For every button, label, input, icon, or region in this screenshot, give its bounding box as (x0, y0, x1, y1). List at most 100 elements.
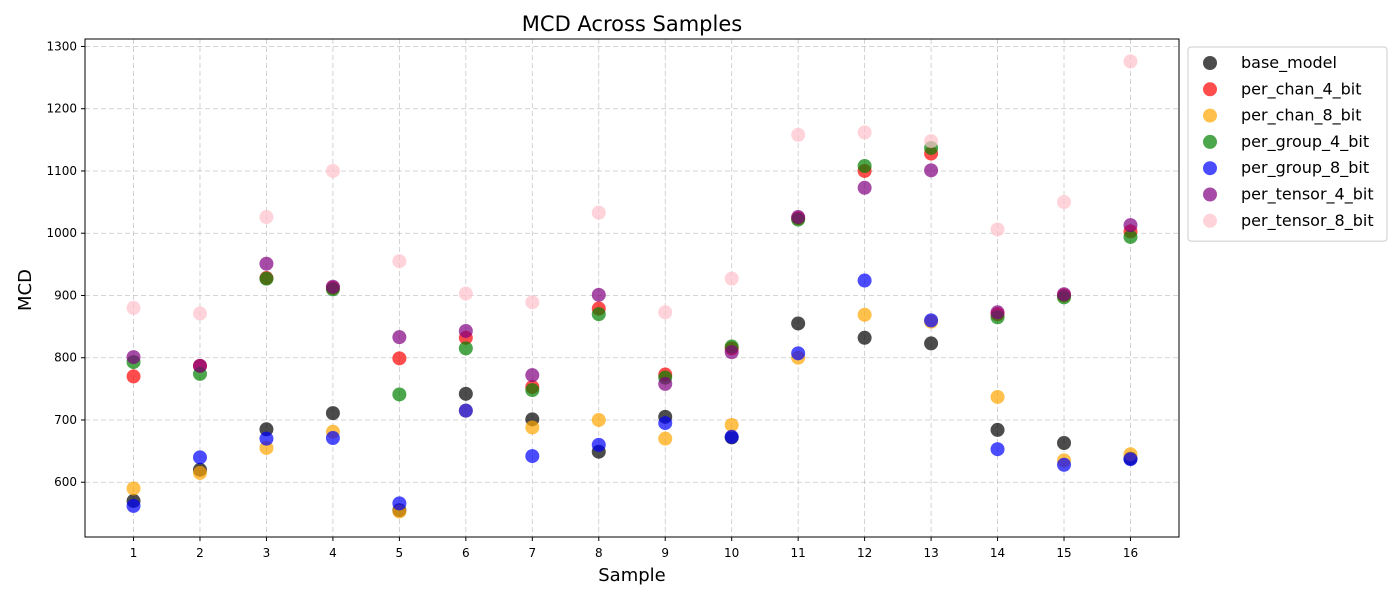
data-point (126, 350, 141, 365)
data-point (458, 341, 473, 356)
x-axis-label: Sample (598, 565, 666, 586)
legend-label: per_tensor_8_bit (1241, 211, 1374, 231)
data-point (1123, 452, 1138, 467)
data-point (857, 180, 872, 195)
data-point (126, 369, 141, 384)
data-point (1123, 229, 1138, 244)
data-point (990, 389, 1005, 404)
legend-label: per_group_4_bit (1241, 132, 1369, 152)
data-point (458, 323, 473, 338)
chart-title: MCD Across Samples (522, 12, 742, 36)
series-per_tensor_8_bit (126, 54, 1138, 321)
data-point (458, 386, 473, 401)
series-per_group_8_bit (126, 273, 1138, 513)
data-point (990, 222, 1005, 237)
data-point (857, 330, 872, 345)
data-point (924, 336, 939, 351)
data-point (525, 295, 540, 310)
data-point (724, 345, 739, 360)
data-point (1123, 218, 1138, 233)
data-point (1057, 195, 1072, 210)
data-point (192, 306, 207, 321)
data-point (857, 158, 872, 173)
data-point (126, 300, 141, 315)
data-point (990, 422, 1005, 437)
data-point (259, 431, 274, 446)
legend-label: per_chan_8_bit (1241, 106, 1362, 126)
x-tick-label: 12 (857, 546, 872, 560)
legend-label: per_chan_4_bit (1241, 79, 1362, 99)
data-point (392, 351, 407, 366)
data-point (724, 429, 739, 444)
data-point (192, 358, 207, 373)
x-tick-label: 10 (724, 546, 739, 560)
data-point (458, 403, 473, 418)
data-point (924, 313, 939, 328)
x-tick-label: 6 (462, 546, 470, 560)
series-per_tensor_4_bit (126, 163, 1138, 391)
data-point (591, 205, 606, 220)
data-point (126, 498, 141, 513)
legend: base_model per_chan_4_bit per_chan_8_bitpe… (1187, 46, 1388, 242)
x-tick-label: 7 (528, 546, 536, 560)
data-point (259, 256, 274, 271)
x-tick-label: 16 (1123, 546, 1138, 560)
data-point (1123, 54, 1138, 69)
legend-marker (1203, 161, 1217, 176)
legend-box (1187, 46, 1388, 242)
y-tick-label: 800 (54, 351, 77, 365)
legend-marker (1203, 134, 1217, 149)
data-point (658, 416, 673, 431)
data-point (192, 450, 207, 465)
data-point (658, 431, 673, 446)
x-tick-label: 1 (130, 546, 138, 560)
x-tick-label: 2 (196, 546, 204, 560)
legend-marker (1203, 56, 1217, 70)
data-point (325, 406, 340, 421)
data-point (259, 271, 274, 286)
data-point (791, 127, 806, 142)
data-point (525, 449, 540, 464)
series-per_group_4_bit (126, 140, 1138, 402)
series-per_chan_8_bit (126, 307, 1138, 519)
data-point (591, 412, 606, 427)
data-point (591, 307, 606, 322)
y-tick-label: 600 (54, 475, 77, 489)
x-tick-label: 5 (396, 546, 404, 560)
data-point (525, 368, 540, 383)
data-point (791, 316, 806, 331)
y-tick-label: 900 (54, 288, 77, 302)
data-point (990, 442, 1005, 457)
data-point (392, 254, 407, 269)
data-point (1057, 457, 1072, 472)
data-point (791, 346, 806, 361)
data-point (192, 465, 207, 480)
y-tick-label: 1200 (46, 102, 77, 116)
x-tick-label: 8 (595, 546, 603, 560)
x-tick-label: 9 (661, 546, 669, 560)
data-point (525, 383, 540, 398)
x-tick-label: 11 (791, 546, 806, 560)
data-point (724, 417, 739, 432)
series-per_chan_4_bit (126, 146, 1138, 394)
y-tick-label: 700 (54, 413, 77, 427)
x-tick-label: 4 (329, 546, 337, 560)
data-point (325, 431, 340, 446)
axes: 1 2 3 4 5 6 7 8 9 10 11 12 13 14 15 1660070080090010001… (46, 39, 1138, 560)
data-point (591, 287, 606, 302)
data-point (392, 387, 407, 402)
data-points (126, 54, 1138, 519)
data-point (658, 376, 673, 391)
plot-area-frame (84, 38, 1180, 538)
data-point (791, 210, 806, 225)
data-point (325, 163, 340, 178)
legend-marker (1203, 213, 1217, 228)
data-point (924, 134, 939, 149)
data-point (990, 305, 1005, 320)
legend-label: per_group_8_bit (1241, 158, 1369, 178)
data-point (392, 496, 407, 511)
y-tick-label: 1300 (46, 39, 77, 53)
data-point (1057, 436, 1072, 451)
legend-marker (1203, 82, 1217, 97)
